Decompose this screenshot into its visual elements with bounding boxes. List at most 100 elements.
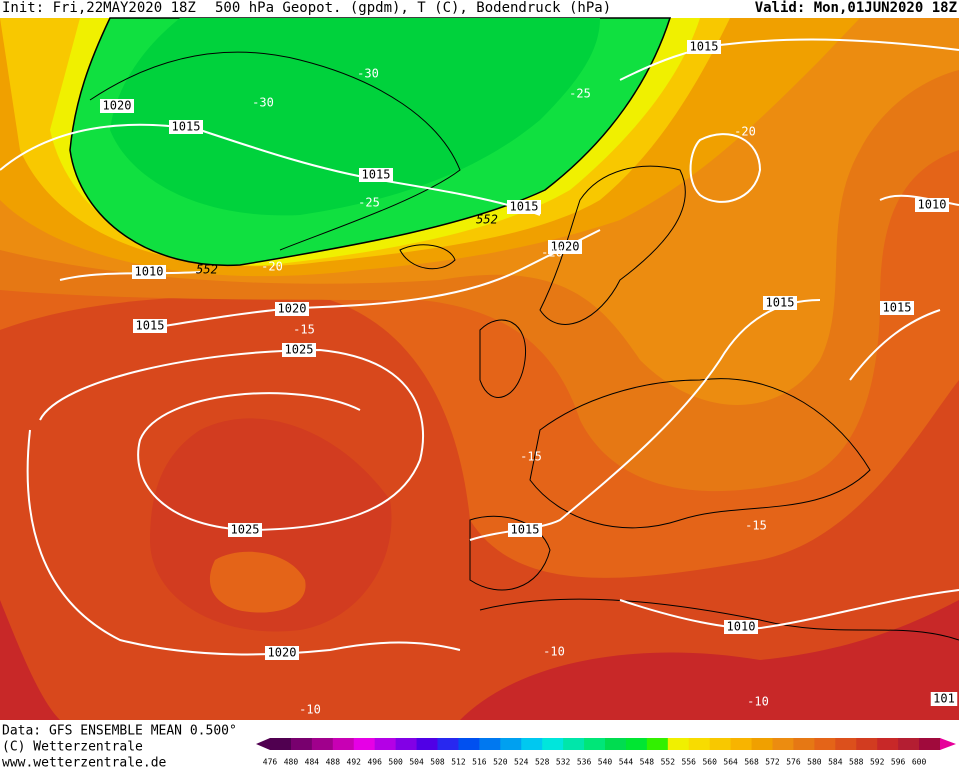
pressure-label: 1015 — [690, 40, 719, 54]
colorbar-label: 544 — [619, 758, 634, 767]
label-box — [100, 99, 134, 113]
valid-time: Valid: Mon,01JUN2020 18Z — [755, 0, 957, 16]
colorbar-swatch — [898, 738, 920, 750]
colorbar-label: 600 — [912, 758, 927, 767]
colorbar-label: 588 — [849, 758, 864, 767]
label-box — [724, 620, 758, 634]
colorbar-swatch — [605, 738, 627, 750]
footer-line: Data: GFS ENSEMBLE MEAN 0.500° — [2, 724, 237, 739]
footer-line: www.wetterzentrale.de — [2, 756, 167, 770]
pressure-label: 1015 — [883, 301, 912, 315]
label-box — [228, 523, 262, 537]
colorbar-label: 552 — [661, 758, 676, 767]
colorbar-swatch — [458, 738, 480, 750]
label-box — [880, 301, 914, 315]
label-box — [265, 646, 299, 660]
colorbar-label: 568 — [744, 758, 759, 767]
colorbar-end — [940, 738, 956, 750]
colorbar-label: 508 — [430, 758, 445, 767]
label-box — [507, 200, 541, 214]
colorbar-label: 532 — [556, 758, 571, 767]
map-title: 500 hPa Geopot. (gpdm), T (C), Bodendruc… — [215, 0, 611, 16]
pressure-label: 1020 — [278, 302, 307, 316]
pressure-label: 1020 — [268, 646, 297, 660]
label-box — [915, 198, 949, 212]
colorbar-swatch — [270, 738, 292, 750]
colorbar-label: 528 — [535, 758, 550, 767]
pressure-label: 1015 — [766, 296, 795, 310]
colorbar-swatch — [646, 738, 669, 750]
colorbar-label: 484 — [305, 758, 320, 767]
temperature-label: -30 — [252, 96, 274, 110]
pressure-label: 1010 — [918, 198, 947, 212]
temperature-label: -25 — [358, 196, 380, 210]
pressure-label: 1025 — [231, 523, 260, 537]
temperature-label: -30 — [357, 67, 379, 81]
label-box — [930, 692, 958, 706]
geopotential-label: 552 — [196, 263, 218, 277]
colorbar-swatch — [353, 738, 376, 750]
colorbar-label: 564 — [723, 758, 738, 767]
colorbar-label: 560 — [702, 758, 717, 767]
pressure-label: 101 — [933, 692, 955, 706]
colorbar-swatch — [709, 738, 732, 750]
colorbar-label: 580 — [807, 758, 822, 767]
label-box — [508, 523, 542, 537]
temperature-label: -10 — [543, 645, 565, 659]
map: 1020 1015 -30 -30 -25 1015 -20 1015 -25 1015 552 10… — [0, 17, 959, 720]
temperature-label: -10 — [747, 695, 769, 709]
colorbar-start — [256, 738, 270, 750]
label-box — [133, 319, 167, 333]
colorbar-swatch — [290, 738, 313, 750]
colorbar-swatch — [772, 738, 794, 750]
coastlines — [89, 51, 959, 641]
colorbar-swatch — [521, 738, 543, 750]
label-box — [763, 296, 797, 310]
colorbar-swatch — [311, 738, 334, 750]
colorbar-swatch — [835, 738, 857, 750]
colorbar-swatch — [877, 738, 899, 750]
colorbar-label: 504 — [409, 758, 424, 767]
colorbar-swatch — [751, 738, 773, 750]
colorbar-label: 556 — [682, 758, 697, 767]
footer-line: (C) Wetterzentrale — [2, 740, 143, 755]
colorbar-label: 496 — [367, 758, 382, 767]
pressure-label: 1025 — [285, 343, 314, 357]
colorbar-label: 592 — [870, 758, 885, 767]
colorbar-label: 512 — [451, 758, 466, 767]
colorbar-label: 572 — [765, 758, 780, 767]
colorbar-swatch — [856, 738, 878, 750]
pressure-label: 1015 — [511, 523, 540, 537]
colorbar-label: 524 — [514, 758, 529, 767]
label-box — [359, 168, 393, 182]
pressure-label: 1015 — [136, 319, 165, 333]
label-box — [132, 265, 166, 279]
field — [460, 600, 959, 720]
colorbar-swatch — [395, 738, 418, 750]
colorbar: 476 480 484 488 492 496 500 504 508 512 516 520 524 5… — [256, 738, 956, 767]
temperature-label: -20 — [734, 125, 756, 139]
temperature-label: -25 — [569, 87, 591, 101]
colorbar-swatch — [542, 738, 564, 750]
field — [209, 551, 306, 613]
colorbar-label: 540 — [598, 758, 613, 767]
colorbar-swatch — [437, 738, 459, 750]
temperature-label: -15 — [293, 323, 315, 337]
field — [110, 18, 600, 216]
colorbar-swatch — [416, 738, 438, 750]
colorbar-swatch — [374, 738, 397, 750]
colorbar-label: 596 — [891, 758, 906, 767]
label-box — [275, 302, 309, 316]
colorbar-label: 516 — [472, 758, 487, 767]
colorbar-swatch — [793, 738, 815, 750]
pressure-label: 1015 — [362, 168, 391, 182]
colorbar-swatch — [563, 738, 585, 750]
colorbar-swatch — [814, 738, 836, 750]
colorbar-label: 576 — [786, 758, 801, 767]
temperature-label: -10 — [299, 703, 321, 717]
label-box — [548, 240, 582, 254]
pressure-label: 1010 — [727, 620, 756, 634]
colorbar-label: 492 — [347, 758, 362, 767]
colorbar-label: 536 — [577, 758, 592, 767]
